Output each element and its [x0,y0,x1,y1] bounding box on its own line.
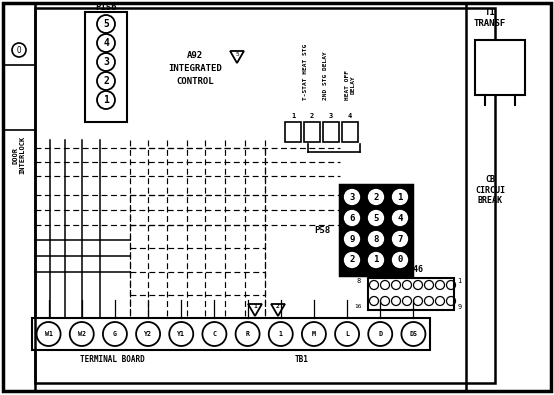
Text: 1: 1 [279,331,283,337]
Circle shape [391,209,409,227]
Circle shape [367,209,385,227]
Text: 2: 2 [103,76,109,86]
Bar [323,122,339,142]
Bar [304,122,320,142]
Bar [340,185,412,275]
Text: DS: DS [409,331,417,337]
Text: 6: 6 [350,214,355,222]
Text: C: C [212,331,217,337]
Text: INTEGRATED: INTEGRATED [168,64,222,73]
Text: 9: 9 [458,304,462,310]
Text: CONTROL: CONTROL [176,77,214,85]
Circle shape [391,251,409,269]
Circle shape [391,188,409,206]
Bar [368,278,454,310]
Text: DOOR
INTERLOCK: DOOR INTERLOCK [13,136,25,174]
Text: 2ND STG DELAY: 2ND STG DELAY [322,51,327,100]
Text: R: R [245,331,250,337]
Circle shape [367,230,385,248]
Bar [85,12,127,122]
Text: TERMINAL BOARD: TERMINAL BOARD [80,356,145,365]
Text: 4: 4 [103,38,109,48]
Text: G: G [113,331,117,337]
Circle shape [391,230,409,248]
Text: Y2: Y2 [144,331,152,337]
Text: 2: 2 [373,192,379,201]
Text: HEAT OFF
DELAY: HEAT OFF DELAY [345,70,356,100]
Text: 5: 5 [373,214,379,222]
Text: CB
CIRCUI
BREAK: CB CIRCUI BREAK [475,175,505,205]
Text: 16: 16 [354,305,362,310]
Text: 2: 2 [276,305,280,310]
Bar [32,318,430,350]
Text: M: M [312,331,316,337]
Bar [342,122,358,142]
Text: 3: 3 [350,192,355,201]
Text: T-STAT HEAT STG: T-STAT HEAT STG [302,44,307,100]
Circle shape [343,251,361,269]
Text: W2: W2 [78,331,86,337]
Circle shape [367,188,385,206]
Text: Y1: Y1 [177,331,185,337]
Text: 2: 2 [310,113,314,119]
Text: P46: P46 [408,265,423,275]
Text: 1: 1 [291,113,295,119]
Text: O: O [17,45,21,55]
Text: TB1: TB1 [295,356,309,365]
Text: T1
TRANSF: T1 TRANSF [474,8,506,28]
Text: 8: 8 [357,278,361,284]
Bar [35,8,495,383]
Text: 9: 9 [350,235,355,243]
Bar [285,122,301,142]
Text: 3: 3 [329,113,333,119]
Text: P58: P58 [314,226,330,235]
Text: 5: 5 [235,51,239,56]
Bar [475,40,525,95]
Text: P156: P156 [95,2,117,11]
Circle shape [343,230,361,248]
Text: L: L [345,331,349,337]
Text: 4: 4 [397,214,403,222]
Text: 1: 1 [103,95,109,105]
Text: 4: 4 [348,113,352,119]
Circle shape [343,188,361,206]
Text: 5: 5 [103,19,109,29]
Circle shape [367,251,385,269]
Text: 0: 0 [397,256,403,265]
Text: 8: 8 [373,235,379,243]
Text: 1: 1 [397,192,403,201]
Circle shape [343,209,361,227]
Text: 7: 7 [397,235,403,243]
Text: 1: 1 [373,256,379,265]
Text: 1: 1 [457,278,461,284]
Text: D: D [378,331,382,337]
Text: A92: A92 [187,51,203,60]
Text: W1: W1 [44,331,53,337]
Text: 2: 2 [350,256,355,265]
Text: 3: 3 [103,57,109,67]
Text: 1: 1 [253,305,257,310]
